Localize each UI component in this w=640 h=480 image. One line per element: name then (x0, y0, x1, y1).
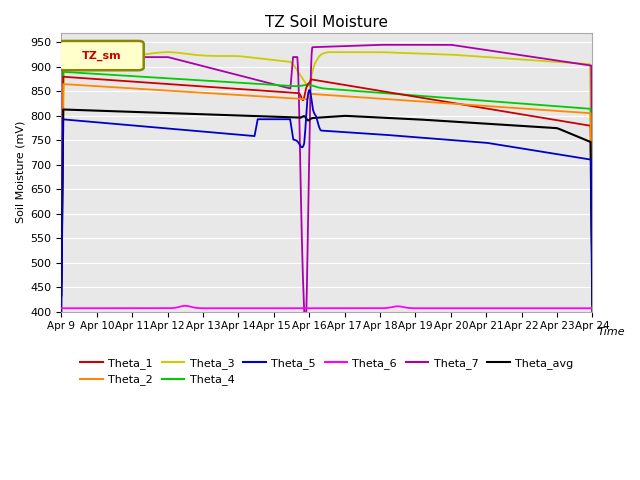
Y-axis label: Soil Moisture (mV): Soil Moisture (mV) (15, 121, 25, 223)
Title: TZ Soil Moisture: TZ Soil Moisture (266, 15, 388, 30)
Text: TZ_sm: TZ_sm (81, 50, 121, 61)
Legend: Theta_1, Theta_2, Theta_3, Theta_4, Theta_5, Theta_6, Theta_7, Theta_avg: Theta_1, Theta_2, Theta_3, Theta_4, Thet… (76, 354, 578, 390)
FancyBboxPatch shape (59, 41, 144, 70)
Text: Time: Time (598, 327, 625, 337)
